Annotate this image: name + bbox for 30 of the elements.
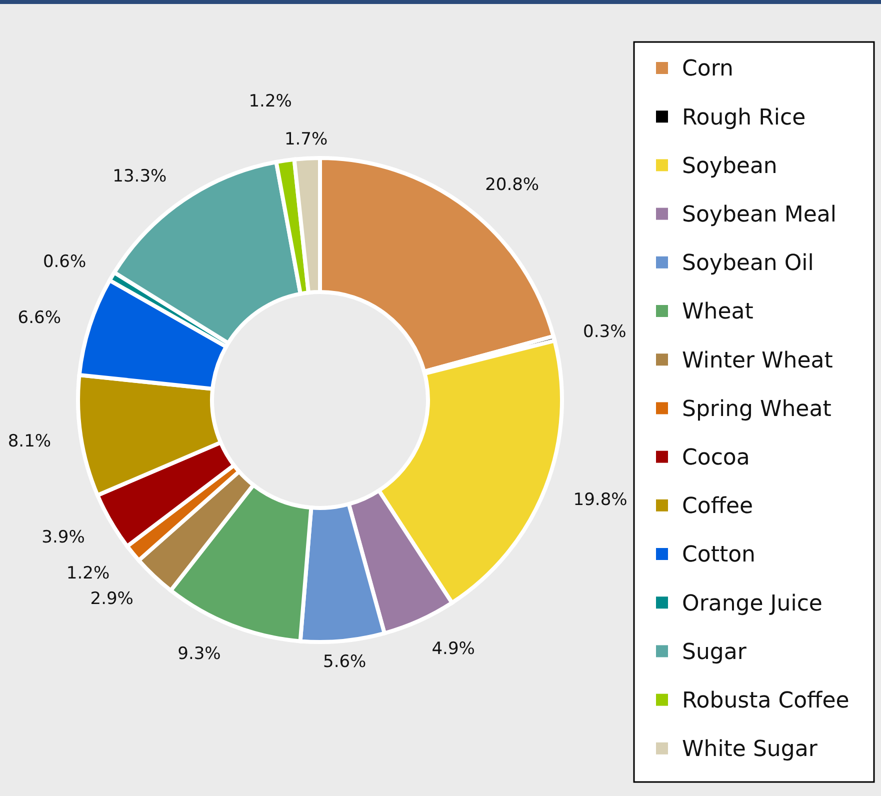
data-label: 20.8% — [485, 174, 540, 195]
legend-label: Winter Wheat — [682, 348, 834, 374]
data-label: 3.9% — [42, 528, 85, 548]
data-label: 8.1% — [8, 432, 52, 452]
data-label: 4.9% — [432, 638, 475, 659]
legend-label: Soybean Oil — [682, 251, 814, 276]
data-label: 1.2% — [66, 563, 110, 584]
data-label: 1.7% — [284, 129, 328, 150]
data-label: 5.6% — [323, 652, 366, 672]
data-label: 6.6% — [18, 308, 61, 328]
data-label: 0.3% — [583, 322, 626, 342]
data-label: 2.9% — [90, 588, 134, 609]
legend-label: Sugar — [682, 640, 748, 665]
legend-label: Spring Wheat — [682, 396, 832, 422]
legend-label: Cotton — [682, 542, 756, 568]
data-label: 9.3% — [178, 644, 221, 664]
legend-label: White Sugar — [682, 737, 818, 762]
legend-label: Cocoa — [682, 446, 750, 470]
legend-label: Coffee — [682, 494, 754, 520]
legend-label: Rough Rice — [682, 105, 806, 130]
legend-label: Soybean — [682, 154, 778, 179]
legend-label: Orange Juice — [682, 591, 822, 616]
data-label: 19.8% — [573, 490, 628, 510]
data-label: 13.3% — [112, 166, 167, 186]
data-label: 0.6% — [42, 252, 86, 272]
legend-label: Robusta Coffee — [682, 688, 850, 714]
data-label: 1.2% — [248, 92, 292, 112]
legend-label: Wheat — [682, 300, 754, 325]
legend-label: Soybean Meal — [682, 202, 836, 228]
legend-label: Corn — [682, 56, 734, 82]
